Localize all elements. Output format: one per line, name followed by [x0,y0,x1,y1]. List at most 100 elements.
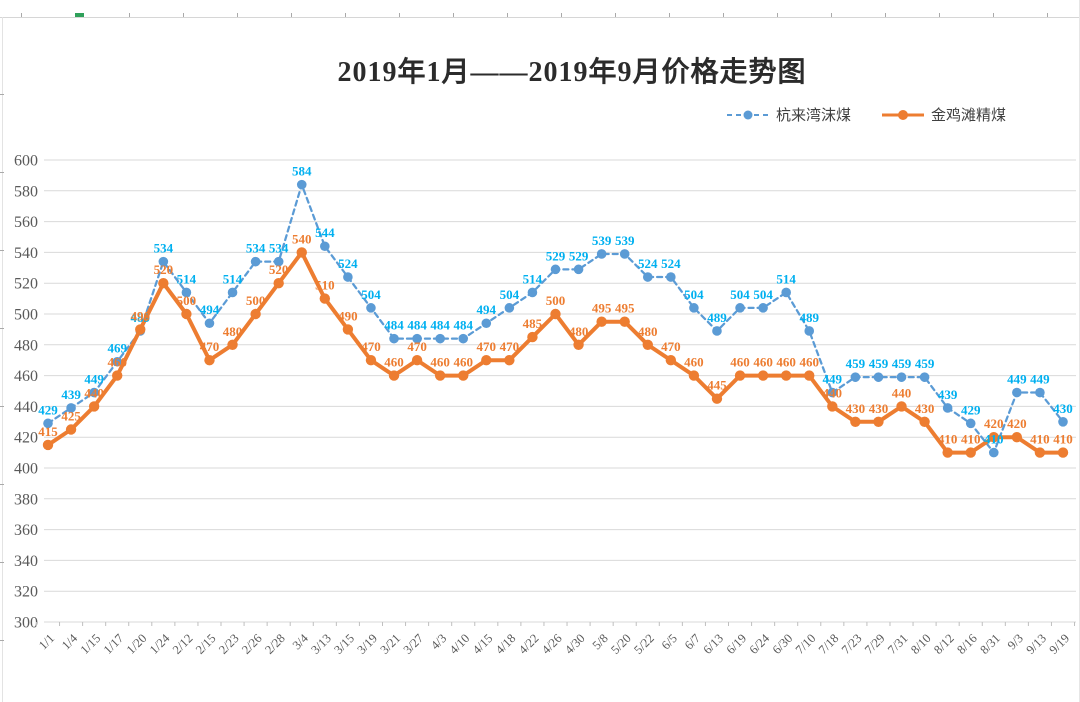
data-point-marker[interactable] [550,308,561,320]
data-point-marker[interactable] [712,326,722,336]
data-point-marker[interactable] [919,372,930,382]
data-point-marker[interactable] [1011,432,1023,443]
data-point-marker[interactable] [365,355,377,366]
data-point-marker[interactable] [204,318,215,329]
column-tick [345,13,346,17]
data-point-marker[interactable] [366,303,376,313]
data-point-marker[interactable] [896,401,907,412]
data-point-marker[interactable] [481,355,492,366]
data-point-marker[interactable] [434,370,446,381]
data-point-label: 504 [500,287,520,302]
data-point-marker[interactable] [66,403,76,413]
y-axis-label: 560 [14,214,38,231]
data-point-marker[interactable] [965,447,976,458]
data-point-marker[interactable] [43,418,53,429]
data-point-marker[interactable] [596,316,607,327]
data-point-marker[interactable] [181,287,192,298]
data-point-marker[interactable] [873,372,884,382]
data-point-marker[interactable] [411,355,423,366]
data-point-marker[interactable] [458,333,469,344]
data-point-marker[interactable] [527,287,538,298]
data-point-marker[interactable] [1035,387,1045,398]
data-point-marker[interactable] [988,432,999,443]
data-point-marker[interactable] [665,355,677,366]
data-point-marker[interactable] [688,370,700,381]
data-point-marker[interactable] [1057,447,1069,458]
data-point-marker[interactable] [89,387,99,398]
data-point-marker[interactable] [296,247,307,258]
y-axis-label: 400 [14,461,38,478]
data-point-marker[interactable] [619,316,630,327]
data-point-marker[interactable] [65,424,77,435]
data-point-marker[interactable] [734,370,746,381]
data-point-marker[interactable] [158,256,169,267]
data-point-marker[interactable] [735,303,745,313]
data-point-marker[interactable] [250,308,261,320]
data-point-marker[interactable] [896,372,907,382]
data-point-marker[interactable] [204,355,215,366]
data-point-marker[interactable] [250,256,261,267]
data-point-marker[interactable] [711,393,723,404]
data-point-marker[interactable] [550,264,561,275]
data-point-label: 470 [477,339,497,354]
data-point-marker[interactable] [458,370,469,381]
data-point-marker[interactable] [804,326,815,336]
data-point-marker[interactable] [388,370,400,381]
data-point-marker[interactable] [112,370,123,381]
data-point-marker[interactable] [988,447,999,458]
data-point-marker[interactable] [412,333,422,344]
data-point-marker[interactable] [504,303,515,313]
data-point-marker[interactable] [942,447,953,458]
data-point-marker[interactable] [1012,387,1022,398]
data-point-marker[interactable] [596,249,607,259]
data-point-marker[interactable] [504,355,515,366]
data-point-marker[interactable] [319,293,331,304]
data-point-marker[interactable] [435,333,445,344]
data-point-marker[interactable] [1058,417,1068,427]
data-point-marker[interactable] [320,241,330,252]
data-point-marker[interactable] [343,272,353,282]
data-point-marker[interactable] [112,356,123,367]
data-point-marker[interactable] [666,272,676,282]
data-point-marker[interactable] [757,370,769,381]
data-point-marker[interactable] [158,278,169,289]
data-point-marker[interactable] [758,303,768,313]
data-point-marker[interactable] [965,418,976,429]
data-point-marker[interactable] [227,339,238,350]
legend-item-jinjitan[interactable]: 金鸡滩精煤 [881,104,1006,125]
data-point-marker[interactable] [781,287,791,298]
data-point-marker[interactable] [273,256,284,267]
data-point-marker[interactable] [1034,447,1046,458]
data-point-marker[interactable] [804,370,815,381]
data-point-marker[interactable] [227,287,238,298]
data-point-marker[interactable] [942,403,953,413]
data-point-marker[interactable] [827,387,838,398]
data-point-marker[interactable] [42,439,54,451]
data-point-marker[interactable] [850,372,861,382]
legend-item-hanglaiwan[interactable]: 杭来湾沫煤 [726,104,851,125]
data-point-marker[interactable] [481,318,492,329]
data-point-marker[interactable] [919,416,930,427]
data-point-marker[interactable] [342,324,354,335]
column-tick [183,13,184,17]
data-point-marker[interactable] [135,324,146,335]
data-point-marker[interactable] [780,370,792,381]
data-point-marker[interactable] [642,272,653,282]
data-point-marker[interactable] [273,278,284,289]
data-point-marker[interactable] [827,401,838,412]
data-point-marker[interactable] [296,179,307,190]
data-point-marker[interactable] [619,249,630,259]
data-point-marker[interactable] [181,308,192,320]
data-point-label: 490 [131,308,151,323]
data-point-marker[interactable] [527,331,538,343]
data-point-marker[interactable] [689,303,699,313]
data-point-marker[interactable] [850,416,861,427]
data-point-marker[interactable] [389,333,399,344]
data-point-marker[interactable] [573,264,584,275]
data-point-marker[interactable] [642,339,653,350]
data-point-marker[interactable] [88,401,100,412]
data-point-marker[interactable] [873,416,884,427]
data-point-marker[interactable] [573,339,584,350]
data-point-label: 439 [938,387,958,402]
